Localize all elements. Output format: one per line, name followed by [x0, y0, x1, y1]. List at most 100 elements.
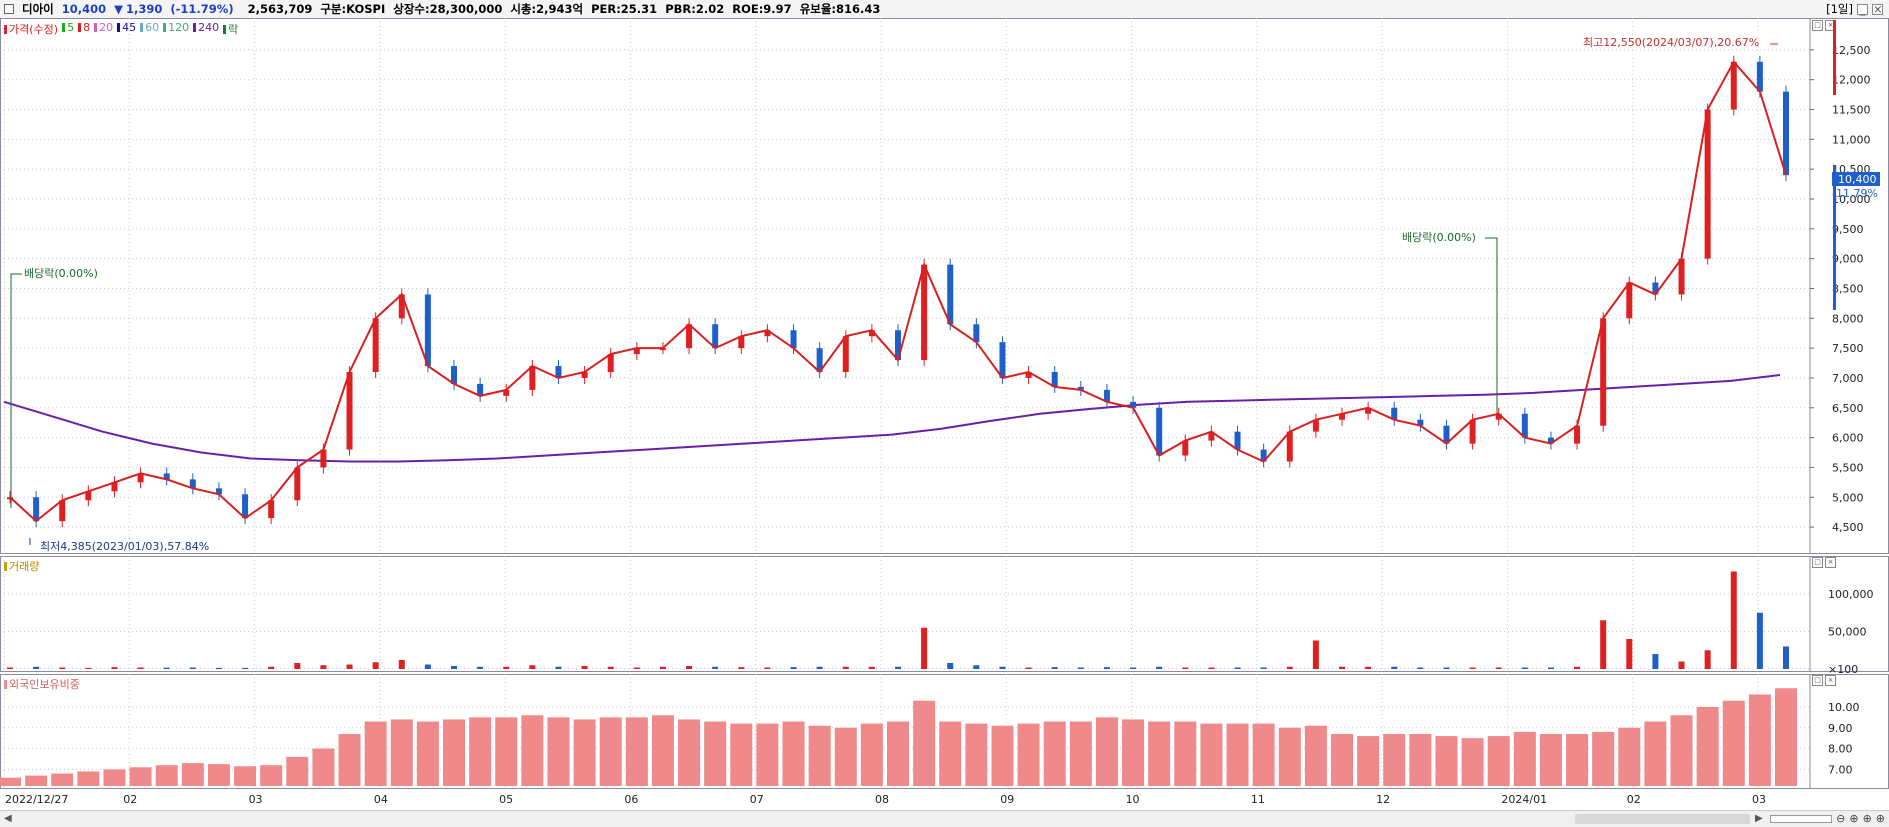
candle-body	[659, 348, 666, 351]
volume-bar	[1495, 667, 1502, 669]
foreign-bar	[286, 756, 309, 786]
y-tick-label: 7.00	[1828, 763, 1853, 776]
foreign-bar	[1095, 717, 1118, 786]
x-tick-label: 02	[1627, 793, 1641, 806]
ma120-legend[interactable]: 120	[163, 21, 189, 37]
volume-bar	[1547, 667, 1554, 669]
volume-bar	[163, 667, 170, 669]
candle-body	[1025, 372, 1032, 378]
volume-bar	[503, 666, 510, 669]
candle-body	[1443, 425, 1450, 444]
volume-bar	[346, 664, 353, 669]
panel-maximize-icon[interactable]: □	[1812, 675, 1823, 686]
candle-body	[33, 497, 40, 522]
panel-maximize-icon[interactable]: □	[1812, 557, 1823, 568]
y-tick-label: 6,500	[1832, 402, 1864, 415]
foreign-bar	[312, 748, 335, 786]
volume-bar	[790, 667, 797, 669]
volume-legend[interactable]: 거래량	[4, 558, 39, 574]
ma8-legend[interactable]: 8	[78, 21, 90, 37]
drop-legend[interactable]: 락	[223, 21, 238, 37]
pbr-value: PBR:2.02	[665, 2, 725, 16]
dividend-marker	[10, 273, 22, 508]
foreign-bar	[1722, 700, 1745, 786]
candle-body	[1312, 419, 1319, 432]
window-minimize-icon[interactable]: _	[1857, 3, 1868, 15]
candle-body	[111, 482, 118, 492]
foreign-bar	[808, 725, 831, 786]
horizontal-scrollbar[interactable]: ◀ ▶ ⊖ ⊕ ⊕ ⊕	[0, 810, 1889, 827]
volume-bar	[1417, 667, 1424, 669]
y-tick-label: ×100	[1828, 663, 1858, 676]
candle-body	[895, 330, 901, 361]
menu-icon[interactable]	[4, 4, 14, 14]
volume-bar	[999, 666, 1006, 669]
volume-bar	[111, 667, 118, 669]
panel-maximize-icon[interactable]: □	[1812, 20, 1823, 31]
volume-bar	[529, 665, 536, 669]
candle-body	[1626, 282, 1633, 319]
volume-bar	[1208, 667, 1215, 669]
zoom-out-icon[interactable]: ⊖	[1836, 812, 1846, 825]
volume-bar	[816, 666, 823, 669]
candle-body	[816, 348, 823, 372]
candle-body	[947, 264, 954, 325]
foreign-bar	[390, 719, 413, 786]
scroll-thumb[interactable]	[1575, 814, 1750, 824]
candle-body	[242, 494, 249, 519]
ma5-legend[interactable]: 5	[62, 21, 74, 37]
panel-close-icon[interactable]: ×	[1825, 675, 1836, 686]
volume-panel-controls: □ ×	[1812, 557, 1836, 568]
foreign-legend[interactable]: 외국인보유비중	[4, 676, 80, 692]
volume-bar	[712, 666, 719, 669]
ma20-legend[interactable]: 20	[94, 21, 113, 37]
foreign-bar	[939, 721, 962, 786]
axis-range-marker	[1833, 20, 1836, 95]
volume-bar	[1339, 666, 1345, 669]
candle-body	[999, 342, 1006, 378]
candle-body	[1756, 61, 1763, 92]
x-tick-label: 05	[499, 793, 513, 806]
current-price-label: 10,400	[1838, 173, 1877, 186]
candle-body	[1077, 386, 1084, 390]
x-tick-label: 2024/01	[1501, 793, 1547, 806]
zoom-fit-icon[interactable]: ⊕	[1875, 812, 1885, 825]
y-tick-label: 8,000	[1832, 312, 1864, 325]
window-close-icon[interactable]: ×	[1872, 1, 1883, 16]
current-pct-label: -11.79%	[1832, 187, 1878, 200]
foreign-bar	[1409, 734, 1432, 786]
x-tick-label: 04	[374, 793, 388, 806]
panel-close-icon[interactable]: ×	[1825, 557, 1836, 568]
period-selector[interactable]: [1일]	[1826, 2, 1853, 16]
foreign-bar	[1644, 721, 1667, 786]
candle-body	[1234, 431, 1241, 450]
ma240-legend[interactable]: 240	[193, 21, 219, 37]
ma45-legend[interactable]: 45	[117, 21, 136, 37]
price-legend-item[interactable]: 가격(수정)	[4, 21, 58, 37]
price-panel-frame	[0, 18, 1889, 554]
foreign-bar	[1174, 721, 1197, 786]
volume-bar	[215, 667, 222, 669]
volume-bar	[137, 667, 144, 669]
volume-bar	[1574, 666, 1581, 669]
zoom-slider[interactable]	[1770, 814, 1833, 823]
scroll-right-icon[interactable]: ▶	[1755, 813, 1763, 824]
zoom-in-icon[interactable]: ⊕	[1849, 812, 1859, 825]
volume-bar	[1365, 666, 1372, 669]
scroll-left-icon[interactable]: ◀	[4, 813, 12, 824]
ma60-legend[interactable]: 60	[140, 21, 159, 37]
y-tick-label: 12,000	[1832, 74, 1871, 87]
volume-bar	[738, 667, 745, 669]
y-tick-label: 8,500	[1832, 282, 1864, 295]
foreign-bar	[521, 715, 544, 786]
candle-body	[1783, 91, 1789, 176]
y-tick-label: 100,000	[1828, 588, 1874, 601]
volume-bar	[1678, 661, 1685, 669]
candle-body	[921, 264, 928, 361]
zoom-reset-icon[interactable]: ⊕	[1862, 812, 1872, 825]
foreign-bar	[1618, 727, 1641, 786]
candle-body	[294, 467, 301, 501]
volume-bar	[294, 663, 301, 669]
